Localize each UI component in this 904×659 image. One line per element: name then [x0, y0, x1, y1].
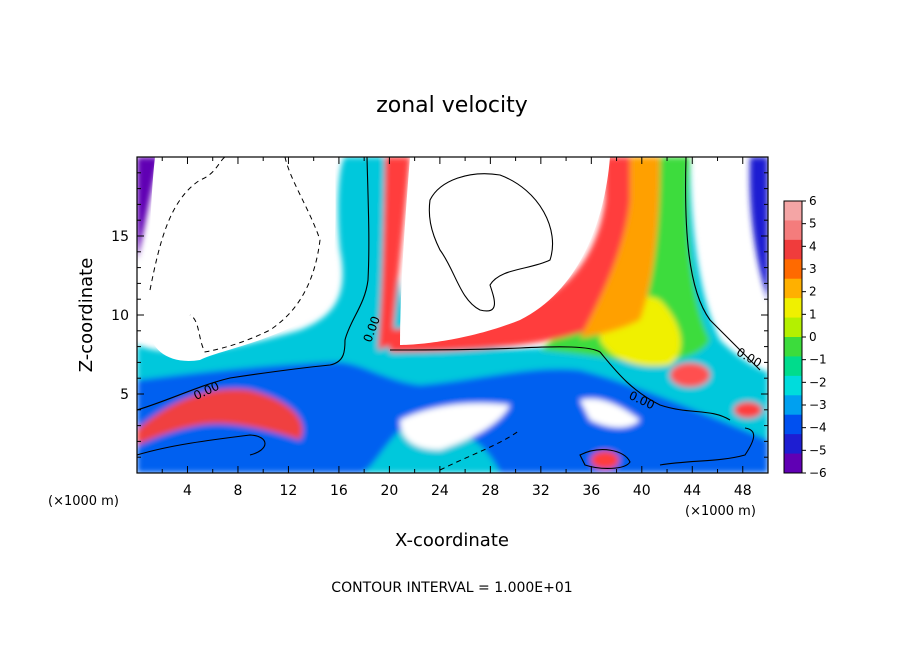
contour-line-1: [137, 157, 370, 411]
x-tick-label: 40: [633, 483, 651, 499]
y-axis-label: Z-coordinate: [76, 258, 97, 373]
y-axis-ticks: 5 10 15: [111, 172, 768, 458]
field-edge-left: [137, 157, 160, 260]
x-tick-label: 48: [734, 483, 752, 499]
colorbar-segment: [784, 298, 802, 319]
colorbar-label: 4: [809, 239, 817, 253]
y-tick-label: 10: [111, 308, 129, 324]
x-tick-label: 32: [532, 483, 550, 499]
x-tick-label: 24: [431, 483, 449, 499]
field-spot-3: [591, 451, 619, 469]
contour-line-6: [579, 449, 631, 469]
y-units-label: (×1000 m): [48, 494, 119, 509]
x-tick-label: 16: [330, 483, 348, 499]
x-tick-label: 28: [481, 483, 499, 499]
colorbar-label: −2: [809, 375, 827, 389]
colorbar-label: 0: [809, 330, 817, 344]
field-spot-2: [734, 402, 762, 418]
field-hole-bottom: [400, 403, 510, 450]
colorbar-label: 1: [809, 307, 817, 321]
x-tick-label: 8: [233, 483, 242, 499]
colorbar-segment: [784, 434, 802, 455]
y-tick-label: 5: [120, 387, 129, 403]
colorbar-segment: [784, 317, 802, 338]
x-tick-label: 44: [683, 483, 701, 499]
contour-dashed-2: [189, 157, 321, 353]
x-units-label: (×1000 m): [685, 504, 756, 519]
colorbar-label: 5: [809, 217, 817, 231]
colorbar-label: −5: [809, 443, 827, 457]
x-tick-label: 4: [183, 483, 192, 499]
field-white-left: [149, 157, 336, 361]
colorbar-label: −6: [809, 466, 827, 480]
field-hole-right: [580, 398, 640, 428]
x-axis-ticks: 4 8 12 16 20 24 28 32 36 40 44 48: [161, 157, 752, 499]
colorbar-segment: [784, 453, 802, 474]
contour-line-3: [684, 157, 761, 371]
colorbar-label: 6: [809, 194, 817, 208]
contour-line-2: [389, 346, 731, 421]
colorbar-segment: [784, 201, 802, 221]
chart-title: zonal velocity: [376, 93, 528, 118]
x-axis-label: X-coordinate: [395, 530, 509, 551]
colorbar-label: 3: [809, 262, 817, 276]
colorbar-label: 2: [809, 285, 817, 299]
field-spot-1: [670, 363, 710, 387]
colorbar-label: −1: [809, 353, 827, 367]
field-plume-right: [388, 157, 650, 352]
colorbar-label: −3: [809, 398, 827, 412]
contour-line-5: [137, 434, 266, 456]
contour-line-7: [659, 427, 755, 466]
colorbar-segment: [784, 220, 802, 241]
x-tick-label: 12: [280, 483, 298, 499]
colorbar-segment: [784, 259, 802, 280]
field-white-center: [400, 157, 610, 345]
x-tick-label: 36: [582, 483, 600, 499]
x-tick-label: 20: [380, 483, 398, 499]
field-plume-orange: [580, 157, 660, 338]
contour-line-4: [428, 173, 554, 312]
contour-dashed-3: [439, 429, 521, 471]
colorbar-segment: [784, 337, 802, 357]
colorbar-segment: [784, 375, 802, 396]
colorbar: 6 5 4 3 2 1 0 −1 −2 −3 −4 −5 −6: [783, 194, 827, 480]
colorbar-segment: [784, 278, 802, 299]
contour-interval-note: CONTOUR INTERVAL = 1.000E+01: [331, 580, 572, 596]
y-tick-label: 15: [111, 229, 129, 245]
field-blob-left: [137, 389, 303, 445]
colorbar-segment: [784, 395, 802, 416]
field-edge-right: [749, 157, 768, 300]
colorbar-segment: [784, 414, 802, 435]
field-plume-center: [378, 157, 410, 350]
colorbar-segment: [784, 239, 802, 260]
colorbar-segment: [784, 356, 802, 377]
contour-dashed-1: [149, 157, 226, 291]
velocity-field: [137, 157, 768, 473]
colorbar-label: −4: [809, 421, 827, 435]
